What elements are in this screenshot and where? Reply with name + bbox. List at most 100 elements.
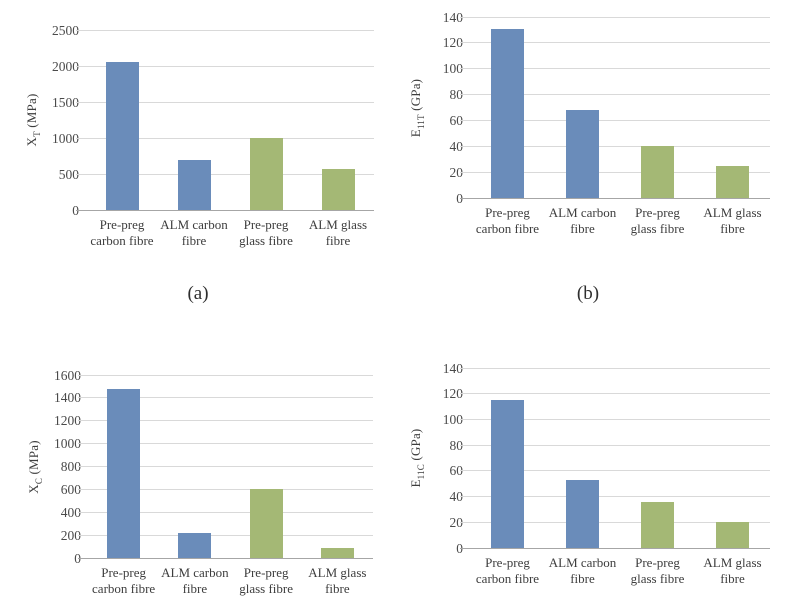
y-axis-label-unit: (GPa): [408, 78, 424, 114]
y-axis-tick-label: 140: [442, 360, 463, 376]
y-axis-tick-label: 140: [442, 9, 463, 25]
y-axis-tick-label: 1500: [52, 94, 79, 110]
bars-group: [470, 17, 770, 198]
gridline: [78, 374, 373, 376]
bar: [177, 159, 211, 210]
bar-slot: [470, 17, 545, 198]
y-axis-tick-label: 2000: [52, 58, 79, 74]
bar-slot: [620, 368, 695, 548]
y-axis-tick-label: 120: [442, 35, 463, 51]
bar-slot: [231, 375, 302, 558]
bar: [716, 522, 749, 548]
bar-slot: [620, 17, 695, 198]
bar: [566, 110, 599, 198]
x-axis-labels: Pre-preg carbon fibre ALM carbon fibre Pre…: [88, 558, 373, 597]
gridline: [78, 397, 373, 399]
chart-plot-row: E11C (GPa) 0 20 40 60 80 100 120 140: [406, 361, 802, 554]
y-axis-tick-label: 100: [442, 411, 463, 427]
bar: [320, 547, 354, 558]
bar: [249, 489, 283, 558]
x-axis-category-label: Pre-preg glass fibre: [630, 555, 685, 586]
x-axis-line: [460, 197, 770, 199]
y-axis-tick-label: 0: [456, 191, 463, 205]
chart-plot-row: XT (MPa) 0 500 1000 1500 2000 2500: [22, 23, 400, 216]
y-axis-tick-label: 1000: [54, 435, 81, 451]
x-axis-category-label: ALM glass fibre: [308, 565, 367, 596]
plot-area: [76, 29, 374, 211]
y-axis-label-symbol: X: [24, 136, 40, 147]
y-axis-label-subscript: 11C: [415, 464, 426, 480]
gridline: [78, 420, 373, 422]
x-axis-category-label: Pre-preg glass fibre: [239, 565, 294, 596]
x-axis-line: [76, 209, 374, 211]
y-axis-label-subscript: 11T: [415, 113, 426, 129]
x-axis-category-label: Pre-preg glass fibre: [239, 217, 293, 248]
bar-slot: [159, 375, 230, 558]
y-axis-tick-label: 400: [60, 504, 81, 520]
bar-slot: [230, 30, 302, 210]
y-axis-label-subscript: T: [31, 131, 42, 137]
y-axis-ticks: 0 20 40 60 80 100 120 140: [428, 10, 470, 204]
x-axis-category-label: Pre-preg carbon fibre: [475, 555, 540, 586]
x-axis-category-label: ALM glass fibre: [703, 555, 762, 586]
y-axis-tick-label: 60: [449, 463, 464, 479]
chart-plot-row: XC (MPa) 0 200 400 600 800 1000 1200 1400 1600: [24, 368, 400, 564]
x-axis-category-label: Pre-preg glass fibre: [630, 205, 685, 236]
y-axis-label-symbol: E: [408, 128, 424, 137]
gridline: [76, 137, 374, 139]
y-axis-tick-label: 200: [60, 527, 81, 543]
gridline: [460, 496, 770, 498]
y-axis-label-wrap: E11T (GPa): [406, 17, 428, 198]
x-axis-category-label: ALM glass fibre: [703, 205, 762, 236]
y-axis-label-unit: (MPa): [26, 439, 42, 478]
gridline: [78, 443, 373, 445]
chart-b-tensile-modulus: E11T (GPa) 0 20 40 60 80 100 120 140 Pre-preg car…: [400, 0, 802, 310]
y-axis-tick-label: 100: [442, 60, 463, 76]
y-axis-tick-label: 1400: [54, 390, 81, 406]
x-axis-category-label: Pre-preg carbon fibre: [90, 217, 154, 248]
x-axis-labels: Pre-preg carbon fibre ALM carbon fibre Pre…: [470, 548, 770, 587]
y-axis-label: XT (MPa): [24, 94, 42, 147]
bar: [321, 168, 355, 210]
plot-area: [460, 16, 770, 199]
y-axis-tick-label: 0: [456, 541, 463, 555]
y-axis-tick-label: 60: [449, 112, 464, 128]
bar: [107, 388, 141, 558]
y-axis-ticks: 0 500 1000 1500 2000 2500: [44, 23, 86, 216]
gridline: [460, 171, 770, 173]
chart-a-tensile-strength: XT (MPa) 0 500 1000 1500 2000 2500 Pre-preg car…: [0, 0, 400, 310]
chart-plot-row: E11T (GPa) 0 20 40 60 80 100 120 140: [406, 10, 802, 204]
y-axis-tick-label: 1000: [52, 130, 79, 146]
y-axis-label-wrap: E11C (GPa): [406, 368, 428, 548]
chart-c-compressive-strength: XC (MPa) 0 200 400 600 800 1000 1200 1400 1600 Pre…: [0, 310, 400, 611]
y-axis-tick-label: 40: [449, 488, 464, 504]
bars-group: [470, 368, 770, 548]
y-axis-tick-label: 500: [58, 166, 79, 182]
gridline: [76, 173, 374, 175]
gridline: [460, 393, 770, 395]
y-axis-tick-label: 2500: [52, 22, 79, 38]
bar-slot: [302, 375, 373, 558]
x-axis-category-label: ALM carbon fibre: [548, 205, 617, 236]
subfigure-caption: (b): [576, 282, 600, 304]
y-axis-label-unit: (GPa): [408, 428, 424, 465]
y-axis-label: XC (MPa): [26, 440, 44, 493]
y-axis-tick-label: 0: [72, 203, 79, 217]
bar: [178, 532, 212, 558]
gridline: [460, 418, 770, 420]
gridline: [78, 534, 373, 536]
bar-slot: [470, 368, 545, 548]
gridline: [460, 16, 770, 18]
plot-area: [460, 367, 770, 549]
plot-area: [78, 374, 373, 559]
gridline: [76, 29, 374, 31]
subfigure-caption: (a): [187, 282, 209, 304]
y-axis-tick-label: 80: [449, 437, 464, 453]
x-axis-category-label: ALM glass fibre: [308, 217, 368, 248]
y-axis-tick-label: 120: [442, 385, 463, 401]
gridline: [78, 488, 373, 490]
y-axis-ticks: 0 20 40 60 80 100 120 140: [428, 361, 470, 554]
gridline: [76, 101, 374, 103]
bars-group: [88, 375, 373, 558]
